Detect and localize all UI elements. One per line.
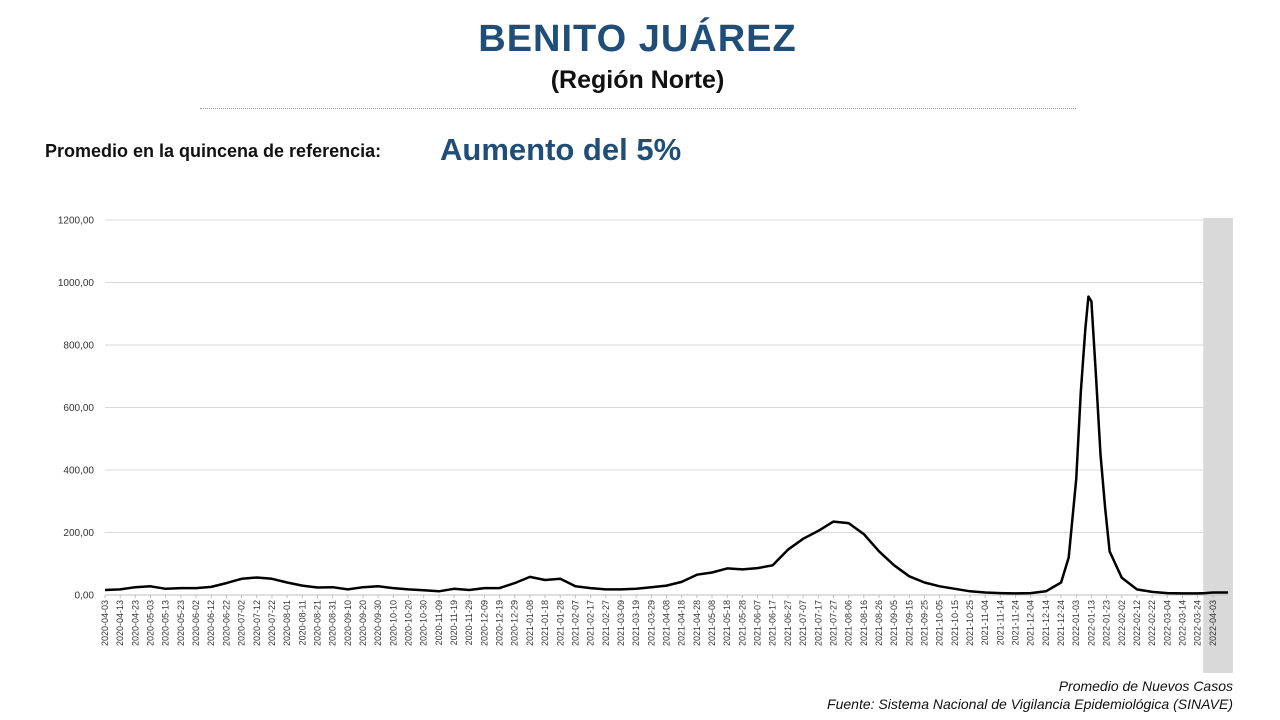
x-tick-label: 2020-10-10 (388, 600, 398, 646)
x-tick-label: 2021-04-08 (662, 600, 672, 646)
y-tick-label: 200,00 (63, 528, 94, 539)
page-subtitle: (Región Norte) (550, 66, 725, 94)
x-tick-label: 2020-06-02 (191, 600, 201, 646)
x-tick-label: 2020-09-10 (343, 600, 353, 646)
x-tick-label: 2022-01-03 (1071, 600, 1081, 646)
reference-period-band (1203, 218, 1233, 673)
x-tick-label: 2021-09-25 (919, 600, 929, 646)
x-tick-label: 2020-07-02 (237, 600, 247, 646)
x-tick-label: 2020-05-23 (176, 600, 186, 646)
x-tick-label: 2021-01-08 (525, 600, 535, 646)
x-tick-label: 2022-03-24 (1193, 600, 1203, 646)
x-tick-label: 2021-02-17 (586, 600, 596, 646)
x-tick-label: 2021-04-18 (677, 600, 687, 646)
x-tick-label: 2020-06-12 (206, 600, 216, 646)
x-tick-label: 2021-10-25 (965, 600, 975, 646)
series-line (104, 295, 1228, 595)
x-tick-label: 2020-09-30 (373, 600, 383, 646)
x-tick-label: 2021-05-18 (722, 600, 732, 646)
x-tick-label: 2020-11-29 (464, 600, 474, 645)
y-tick-label: 400,00 (63, 466, 94, 477)
x-tick-label: 2021-11-14 (995, 600, 1005, 645)
x-tick-label: 2022-04-03 (1208, 600, 1218, 646)
x-tick-label: 2020-12-19 (495, 600, 505, 646)
y-tick-label: 0,00 (75, 591, 95, 602)
y-tick-label: 1000,00 (58, 278, 95, 289)
x-tick-label: 2021-03-29 (646, 600, 656, 646)
x-tick-label: 2020-11-09 (434, 600, 444, 645)
x-tick-label: 2020-06-22 (221, 600, 231, 646)
x-tick-label: 2020-08-21 (312, 600, 322, 646)
x-tick-label: 2020-07-12 (252, 600, 262, 646)
x-tick-label: 2020-09-20 (358, 600, 368, 646)
x-tick-label: 2022-01-23 (1102, 600, 1112, 646)
x-tick-label: 2021-08-26 (874, 600, 884, 646)
series-legend: Promedio de Nuevos Casos (1058, 678, 1233, 694)
x-tick-label: 2020-08-11 (297, 600, 307, 645)
x-tick-label: 2020-04-13 (115, 600, 125, 646)
x-tick-label: 2020-10-20 (404, 600, 414, 646)
y-tick-label: 600,00 (63, 403, 94, 414)
x-tick-label: 2021-07-07 (798, 600, 808, 646)
x-tick-label: 2021-12-04 (1026, 600, 1036, 646)
x-tick-label: 2020-08-31 (328, 600, 338, 646)
page-title: BENITO JUÁREZ (478, 18, 797, 60)
x-tick-label: 2021-08-16 (859, 600, 869, 646)
x-tick-label: 2020-12-29 (510, 600, 520, 646)
x-axis-ticks: 2020-04-03 2020-04-13 2020-04-23 2020-05-03… (100, 595, 1218, 646)
x-tick-label: 2021-09-15 (904, 600, 914, 646)
x-tick-label: 2020-04-23 (130, 600, 140, 646)
x-tick-label: 2021-09-05 (889, 600, 899, 646)
x-tick-label: 2022-03-14 (1177, 600, 1187, 646)
x-tick-label: 2021-01-28 (555, 600, 565, 646)
x-tick-label: 2021-07-27 (828, 600, 838, 646)
x-tick-label: 2021-03-19 (631, 600, 641, 646)
x-tick-label: 2021-04-28 (692, 600, 702, 646)
x-tick-label: 2020-05-13 (161, 600, 171, 646)
y-tick-label: 1200,00 (58, 216, 95, 227)
x-tick-label: 2021-10-15 (950, 600, 960, 646)
y-axis-ticks: 0,00 200,00 400,00 600,00 800,00 1000,00 1200,… (58, 216, 95, 602)
x-tick-label: 2021-02-27 (601, 600, 611, 646)
x-tick-label: 2021-11-04 (980, 600, 990, 645)
x-tick-label: 2021-11-24 (1011, 600, 1021, 645)
y-tick-label: 800,00 (63, 341, 94, 352)
x-tick-label: 2021-10-05 (935, 600, 945, 646)
x-tick-label: 2021-01-18 (540, 600, 550, 646)
x-tick-label: 2021-08-06 (844, 600, 854, 646)
x-tick-label: 2022-02-22 (1147, 600, 1157, 646)
x-tick-label: 2021-12-14 (1041, 600, 1051, 646)
x-tick-label: 2021-06-27 (783, 600, 793, 646)
x-tick-label: 2020-08-01 (282, 600, 292, 646)
x-tick-label: 2020-05-03 (146, 600, 156, 646)
x-tick-label: 2022-03-04 (1162, 600, 1172, 646)
x-tick-label: 2021-06-17 (768, 600, 778, 646)
highlight-band-layer (1203, 218, 1233, 673)
x-tick-label: 2020-10-30 (419, 600, 429, 646)
x-tick-label: 2021-07-17 (813, 600, 823, 646)
x-tick-label: 2021-05-28 (737, 600, 747, 646)
reference-value: Aumento del 5% (440, 132, 682, 167)
source-note: Fuente: Sistema Nacional de Vigilancia E… (827, 696, 1233, 712)
x-tick-label: 2021-03-09 (616, 600, 626, 646)
reference-label: Promedio en la quincena de referencia: (45, 141, 382, 161)
gridlines (105, 219, 1228, 596)
x-tick-label: 2021-12-24 (1056, 600, 1066, 646)
x-tick-label: 2021-02-07 (570, 600, 580, 646)
x-tick-label: 2022-02-12 (1132, 600, 1142, 646)
series-layer (104, 295, 1228, 595)
x-tick-label: 2021-05-08 (707, 600, 717, 646)
x-tick-label: 2022-01-13 (1086, 600, 1096, 646)
x-tick-label: 2022-02-02 (1117, 600, 1127, 646)
x-tick-label: 2020-07-22 (267, 600, 277, 646)
x-tick-label: 2020-12-09 (479, 600, 489, 646)
x-tick-label: 2020-04-03 (100, 600, 110, 646)
title-divider (200, 108, 1076, 109)
x-tick-label: 2020-11-19 (449, 600, 459, 645)
x-tick-label: 2021-06-07 (753, 600, 763, 646)
